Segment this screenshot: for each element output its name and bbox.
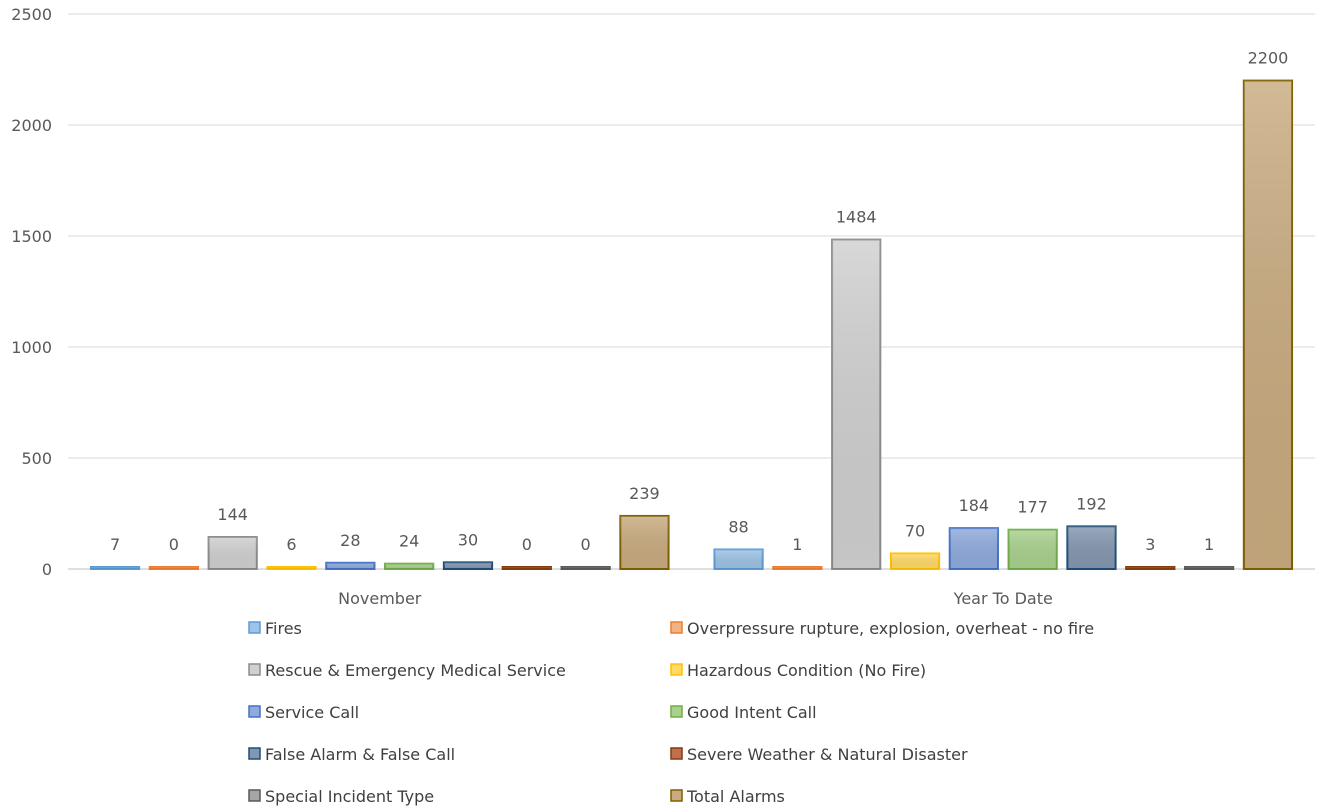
- legend-item-overpressure-rupture-explosion-overheat-no-fire: Overpressure rupture, explosion, overhea…: [670, 619, 1094, 638]
- bar-total-alarms-november: [619, 514, 670, 571]
- legend-item-good-intent-call: Good Intent Call: [670, 703, 817, 722]
- x-axis: November Year To Date: [338, 589, 1053, 608]
- legend-item-special-incident-type: Special Incident Type: [248, 787, 434, 806]
- legend-label: Overpressure rupture, explosion, overhea…: [687, 619, 1094, 638]
- y-tick-1000: 1000: [11, 338, 52, 357]
- data-label-good-intent-call-november: 24: [399, 532, 419, 551]
- legend-swatch: [670, 621, 683, 634]
- legend-item-severe-weather-natural-disaster: Severe Weather & Natural Disaster: [670, 745, 968, 764]
- y-tick-0: 0: [42, 560, 52, 579]
- data-label-special-incident-type-year-to-date: 1: [1204, 535, 1214, 554]
- legend-item-false-alarm-false-call: False Alarm & False Call: [248, 745, 455, 764]
- legend-label: Rescue & Emergency Medical Service: [265, 661, 566, 680]
- category-label-year-to-date: Year To Date: [953, 589, 1053, 608]
- legend-swatch: [248, 663, 261, 676]
- data-label-fires-year-to-date: 88: [728, 517, 748, 536]
- data-label-rescue-emergency-medical-service-year-to-date: 1484: [836, 208, 877, 227]
- data-label-special-incident-type-november: 0: [581, 535, 591, 554]
- legend: Fires Overpressure rupture, explosion, ov…: [248, 619, 1094, 806]
- data-label-false-alarm-false-call-year-to-date: 192: [1076, 494, 1107, 513]
- legend-label: Special Incident Type: [265, 787, 434, 806]
- data-label-overpressure-rupture-explosion-overheat-no-fire-november: 0: [169, 535, 179, 554]
- bar-service-call-november: [325, 561, 376, 570]
- data-label-total-alarms-year-to-date: 2200: [1248, 49, 1289, 68]
- legend-swatch: [670, 663, 683, 676]
- bar-hazardous-condition-no-fire-november: [266, 566, 317, 570]
- bar-rescue-emergency-medical-service-november: [207, 536, 258, 570]
- y-tick-2500: 2500: [11, 5, 52, 24]
- bar-total-alarms-year-to-date: [1242, 79, 1294, 570]
- data-label-hazardous-condition-no-fire-year-to-date: 70: [905, 521, 925, 540]
- legend-label: False Alarm & False Call: [265, 745, 455, 764]
- bar-good-intent-call-november: [384, 562, 435, 570]
- bar-service-call-year-to-date: [948, 527, 999, 570]
- data-label-total-alarms-november: 239: [629, 484, 660, 503]
- legend-item-fires: Fires: [248, 619, 302, 638]
- data-label-false-alarm-false-call-november: 30: [458, 530, 478, 549]
- data-label-rescue-emergency-medical-service-november: 144: [217, 505, 248, 524]
- legend-label: Good Intent Call: [687, 703, 817, 722]
- bar-special-incident-type-year-to-date: [1184, 566, 1235, 570]
- data-label-good-intent-call-year-to-date: 177: [1017, 498, 1048, 517]
- legend-item-hazardous-condition-no-fire: Hazardous Condition (No Fire): [670, 661, 926, 680]
- legend-label: Severe Weather & Natural Disaster: [687, 745, 968, 764]
- bar-good-intent-call-year-to-date: [1007, 528, 1058, 570]
- y-tick-2000: 2000: [11, 116, 52, 135]
- legend-swatch: [248, 789, 261, 802]
- gridlines: [68, 13, 1315, 570]
- legend-label: Fires: [265, 619, 302, 638]
- bar-fires-year-to-date: [713, 548, 764, 570]
- legend-swatch: [248, 747, 261, 760]
- legend-swatch: [670, 747, 683, 760]
- data-label-hazardous-condition-no-fire-november: 6: [286, 535, 296, 554]
- data-label-severe-weather-natural-disaster-year-to-date: 3: [1145, 535, 1155, 554]
- bar-overpressure-rupture-explosion-overheat-no-fire-november: [148, 566, 199, 570]
- bar-false-alarm-false-call-november: [442, 561, 494, 571]
- legend-item-rescue-emergency-medical-service: Rescue & Emergency Medical Service: [248, 661, 566, 680]
- bar-overpressure-rupture-explosion-overheat-no-fire-year-to-date: [772, 566, 823, 570]
- y-axis: 0 500 1000 1500 2000 2500: [11, 5, 52, 579]
- bar-special-incident-type-november: [560, 566, 611, 570]
- y-tick-500: 500: [21, 449, 52, 468]
- category-label-november: November: [338, 589, 422, 608]
- legend-swatch: [248, 621, 261, 634]
- bar-rescue-emergency-medical-service-year-to-date: [831, 238, 882, 570]
- data-label-service-call-november: 28: [340, 531, 360, 550]
- legend-item-total-alarms: Total Alarms: [670, 787, 785, 806]
- bar-hazardous-condition-no-fire-year-to-date: [889, 552, 941, 571]
- bar-severe-weather-natural-disaster-year-to-date: [1125, 566, 1176, 570]
- legend-label: Service Call: [265, 703, 359, 722]
- legend-label: Total Alarms: [686, 787, 785, 806]
- bar-severe-weather-natural-disaster-november: [501, 566, 552, 570]
- legend-item-service-call: Service Call: [248, 703, 359, 722]
- data-label-overpressure-rupture-explosion-overheat-no-fire-year-to-date: 1: [792, 535, 802, 554]
- data-label-severe-weather-natural-disaster-november: 0: [522, 535, 532, 554]
- legend-swatch: [670, 705, 683, 718]
- bars: [89, 79, 1294, 571]
- data-label-service-call-year-to-date: 184: [959, 496, 990, 515]
- bar-fires-november: [89, 566, 141, 570]
- data-label-fires-november: 7: [110, 535, 120, 554]
- legend-swatch: [670, 789, 683, 802]
- y-tick-1500: 1500: [11, 227, 52, 246]
- bar-false-alarm-false-call-year-to-date: [1066, 525, 1117, 570]
- legend-label: Hazardous Condition (No Fire): [687, 661, 926, 680]
- legend-swatch: [248, 705, 261, 718]
